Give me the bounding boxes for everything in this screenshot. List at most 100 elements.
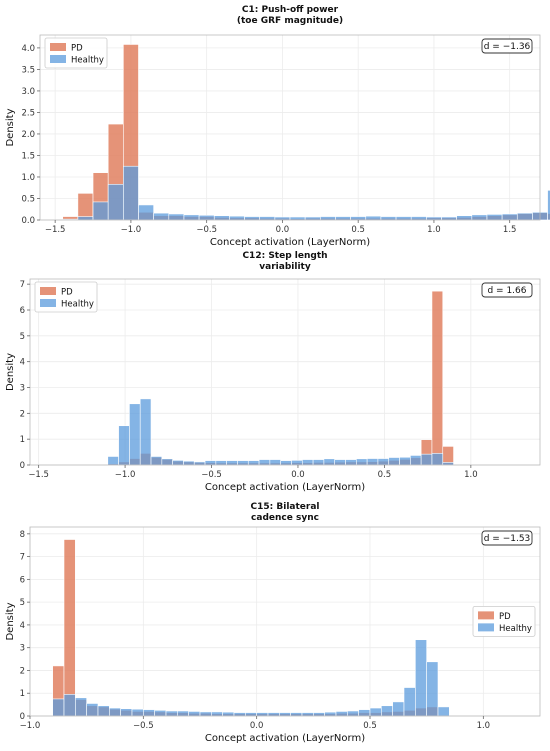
y-tick-label: 4 — [20, 621, 25, 631]
legend-swatch-healthy — [50, 55, 66, 63]
chart-title: C1: Push-off power — [242, 5, 339, 15]
bar-healthy — [274, 216, 291, 221]
x-tick-label: 1.0 — [477, 721, 491, 731]
bar-healthy — [399, 456, 411, 466]
legend-label-pd: PD — [71, 44, 83, 54]
bar-healthy — [547, 190, 550, 221]
x-tick-label: 0.0 — [250, 721, 264, 731]
bar-healthy — [269, 459, 281, 466]
x-tick-label: −1.0 — [20, 721, 41, 731]
bar-healthy — [183, 214, 200, 221]
effect-size-label: d = 1.66 — [487, 286, 526, 296]
x-tick-label: −0.5 — [196, 225, 217, 235]
bar-healthy — [415, 639, 427, 717]
chart-subtitle: (toe GRF magnitude) — [237, 16, 343, 26]
bar-healthy — [237, 460, 249, 466]
y-tick-label: 3.5 — [21, 65, 35, 75]
bar-healthy — [229, 215, 245, 221]
bar-healthy — [301, 459, 314, 466]
bar-healthy — [377, 458, 390, 466]
bar-healthy — [420, 453, 433, 466]
bar-pd — [431, 290, 444, 466]
x-tick-label: −1.0 — [121, 225, 142, 235]
x-tick-label: −1.5 — [28, 470, 49, 480]
y-tick-label: 6 — [20, 306, 25, 316]
y-tick-label: 0.0 — [21, 216, 35, 226]
legend-swatch-healthy — [40, 299, 56, 307]
bar-healthy — [199, 711, 212, 717]
x-tick-label: 0.5 — [363, 721, 377, 731]
bar-healthy — [350, 216, 367, 221]
bar-healthy — [143, 709, 155, 717]
x-axis-label: Concept activation (LayerNorm) — [210, 237, 370, 248]
y-tick-label: 5 — [20, 598, 25, 608]
bar-healthy — [215, 460, 227, 466]
bar-healthy — [172, 460, 184, 466]
y-tick-label: 2 — [20, 409, 25, 419]
bar-healthy — [291, 460, 303, 466]
y-tick-label: 2 — [20, 666, 25, 676]
x-tick-label: −1.5 — [45, 225, 66, 235]
bar-healthy — [52, 698, 65, 717]
bar-healthy — [441, 216, 457, 221]
bar-healthy — [193, 461, 206, 466]
bar-healthy — [183, 460, 195, 466]
y-tick-label: 1.0 — [21, 173, 35, 183]
bar-healthy — [366, 458, 379, 466]
y-tick-label: 0.5 — [21, 194, 35, 204]
y-axis-label: Density — [5, 108, 16, 146]
bar-healthy — [431, 453, 444, 466]
effect-size-label: d = −1.36 — [484, 42, 531, 52]
legend-swatch-pd — [478, 611, 494, 620]
x-tick-label: −1.0 — [115, 470, 136, 480]
bar-healthy — [131, 708, 144, 717]
bar-healthy — [426, 661, 439, 717]
x-tick-label: 1.0 — [427, 225, 441, 235]
bar-healthy — [289, 216, 306, 221]
bar-healthy — [290, 712, 303, 717]
y-tick-label: 7 — [20, 553, 25, 563]
legend-swatch-pd — [50, 43, 66, 51]
legend-swatch-healthy — [478, 623, 494, 632]
bar-healthy — [244, 216, 260, 221]
x-tick-label: −0.5 — [133, 721, 154, 731]
y-tick-label: 4.0 — [21, 44, 35, 54]
bar-healthy — [161, 458, 173, 466]
bar-healthy — [75, 697, 87, 717]
bar-healthy — [395, 216, 412, 221]
bar-healthy — [345, 459, 357, 466]
bar-healthy — [211, 711, 223, 717]
bar-healthy — [369, 707, 382, 717]
bar-healthy — [486, 214, 503, 221]
legend-label-healthy: Healthy — [499, 624, 532, 634]
bar-healthy — [426, 216, 442, 221]
y-tick-label: 3.0 — [21, 87, 35, 97]
bar-healthy — [356, 458, 368, 466]
y-tick-label: 1 — [20, 689, 25, 699]
bar-healthy — [259, 216, 276, 221]
bar-healthy — [258, 459, 271, 466]
bar-healthy — [109, 707, 121, 717]
bar-healthy — [279, 712, 291, 717]
histogram-panel-1: C1: Push-off power(toe GRF magnitude) −1.… — [5, 5, 550, 248]
bar-healthy — [233, 712, 246, 717]
x-tick-label: −0.5 — [201, 470, 222, 480]
x-tick-label: 0.0 — [276, 225, 290, 235]
annotation-box — [481, 282, 533, 298]
bar-healthy — [245, 712, 257, 717]
bar-healthy — [107, 456, 119, 466]
bar-healthy — [86, 703, 99, 717]
x-tick-label: 1.0 — [464, 470, 478, 480]
bar-healthy — [77, 216, 94, 221]
x-tick-label: 0.0 — [291, 470, 305, 480]
bar-pd — [63, 539, 76, 717]
chart-title: C12: Step length — [242, 251, 327, 261]
bar-healthy — [222, 711, 235, 717]
bar-healthy — [63, 694, 76, 717]
bar-healthy — [313, 712, 325, 717]
bar-healthy — [501, 213, 518, 221]
bar-healthy — [280, 460, 292, 466]
bar-pd — [77, 193, 94, 221]
bar-healthy — [347, 710, 359, 717]
y-tick-label: 2.5 — [21, 108, 35, 118]
